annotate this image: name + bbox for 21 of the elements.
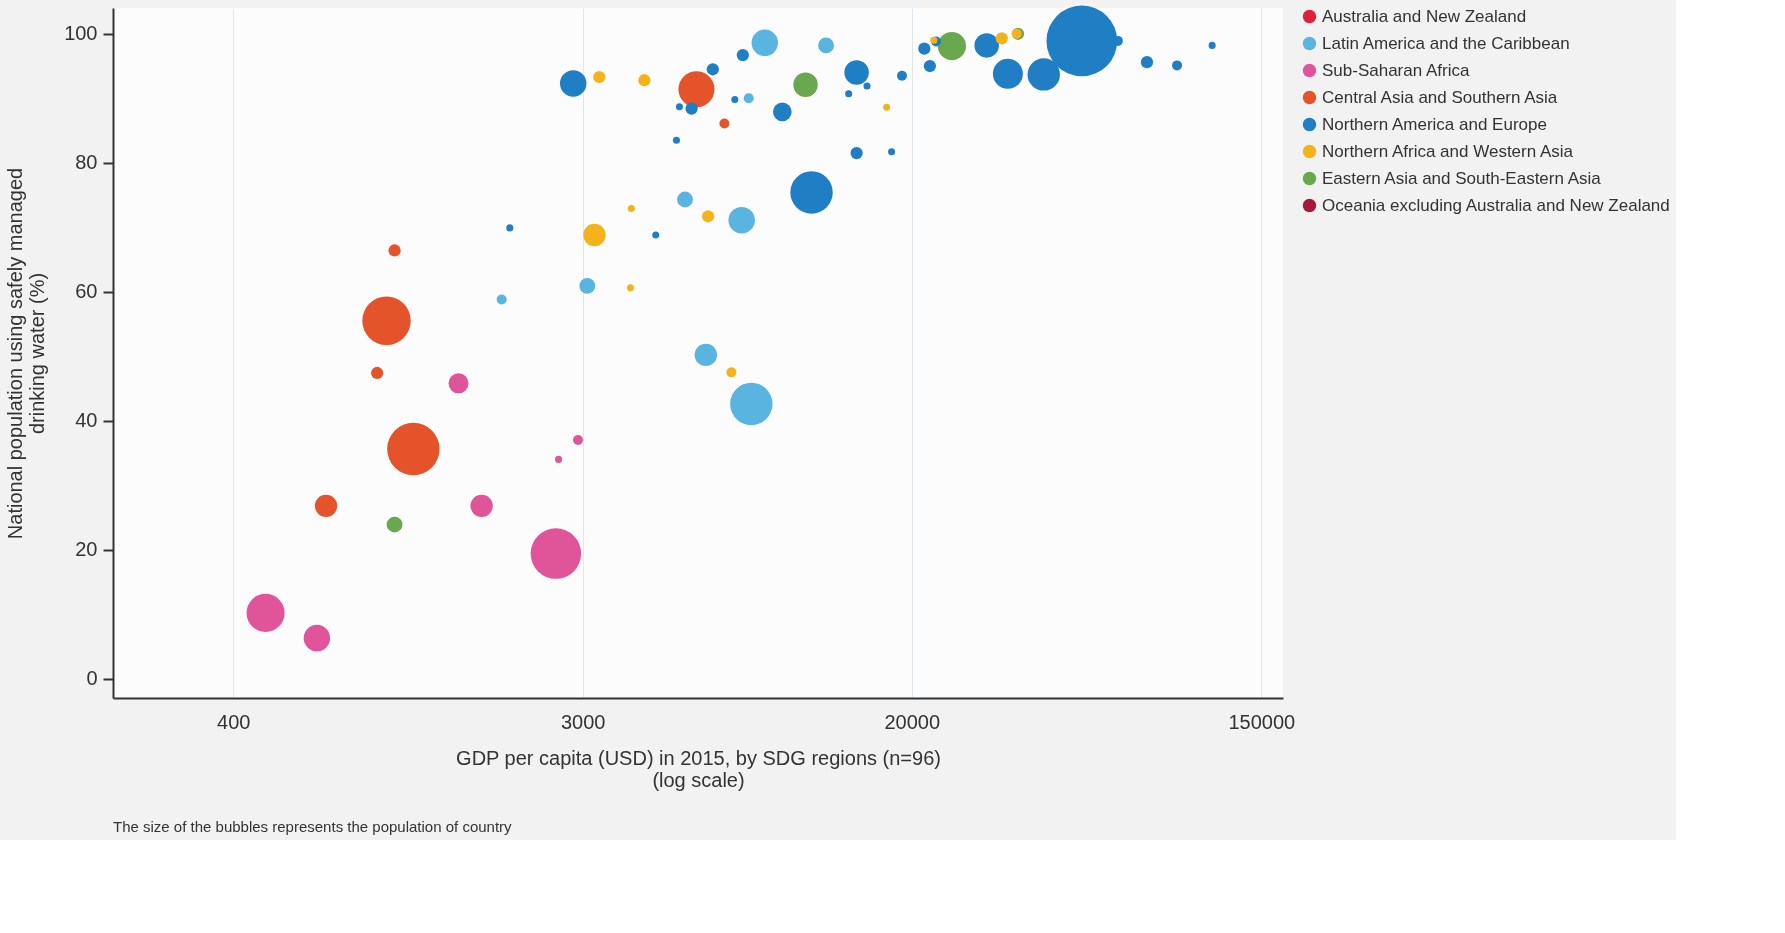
legend-label: Australia and New Zealand — [1322, 6, 1527, 26]
legend-label: Oceania excluding Australia and New Zealand — [1322, 195, 1670, 215]
legend-label: Sub-Saharan Africa — [1322, 60, 1470, 80]
y-tick-label: 60 — [75, 280, 98, 303]
y-axis-title: National population using safely managed drinking water (%) — [4, 167, 49, 540]
x-tick-label: 20000 — [884, 710, 941, 733]
legend-label: Latin America and the Caribbean — [1322, 33, 1570, 53]
x-tick-label: 400 — [217, 710, 251, 733]
x-tick-label: 150000 — [1228, 710, 1296, 733]
y-tick-label: 0 — [86, 667, 98, 690]
legend-label: Eastern Asia and South-Eastern Asia — [1322, 168, 1602, 188]
text: The size of the bubbles represents the population of country — [113, 818, 513, 835]
legend-label: Northern America and Europe — [1322, 114, 1547, 134]
legend-label: Central Asia and Southern Asia — [1322, 87, 1558, 107]
legend-label: Northern Africa and Western Asia — [1322, 141, 1574, 161]
y-tick-label: 20 — [75, 538, 98, 561]
x-axis-title: GDP per capita (USD) in 2015, by SDG regions (n=96) (log scale) — [456, 746, 941, 791]
y-tick-label: 80 — [75, 151, 98, 174]
y-tick-label: 40 — [75, 409, 98, 432]
x-tick-label: 3000 — [560, 710, 606, 733]
y-tick-label: 100 — [64, 22, 98, 45]
